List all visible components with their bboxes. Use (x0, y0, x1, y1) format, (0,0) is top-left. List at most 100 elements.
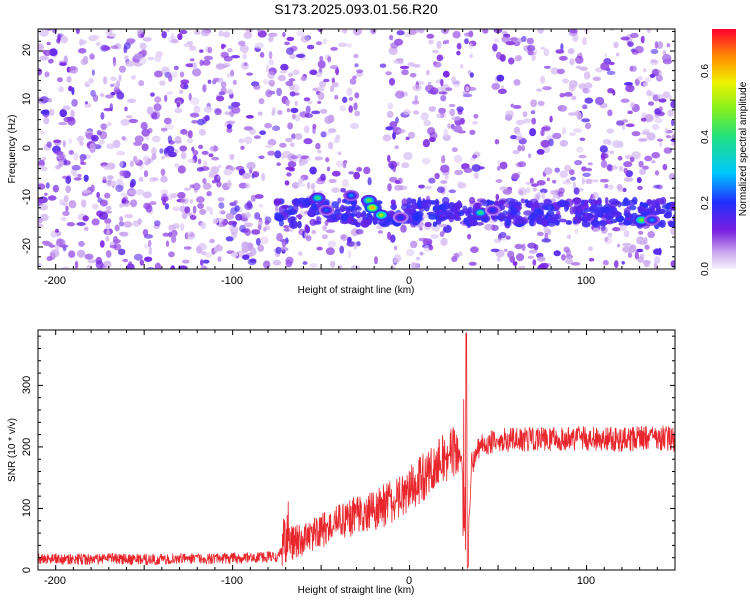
heatmap-cell (164, 203, 170, 210)
heatmap-cell (316, 41, 322, 46)
heatmap-cell (574, 160, 583, 166)
heatmap-cell (628, 245, 637, 253)
heatmap-cell (209, 238, 215, 244)
heatmap-cell (279, 142, 287, 148)
colorbar-tick-label: 0.4 (700, 130, 711, 144)
heatmap-cell (327, 56, 332, 63)
heatmap-cell (298, 251, 303, 256)
heatmap-cell (286, 36, 295, 42)
heatmap-cell (137, 218, 142, 225)
heatmap-cell (316, 246, 323, 251)
heatmap-cell (543, 65, 551, 69)
heatmap-cell (168, 74, 173, 82)
heatmap-cell (117, 248, 126, 256)
heatmap-cell (491, 82, 501, 90)
heatmap-cell (412, 110, 420, 115)
heatmap-cell (198, 144, 204, 150)
heatmap-cell (528, 249, 538, 254)
heatmap-cell (330, 85, 335, 93)
heatmap-cell (218, 30, 224, 37)
heatmap-cell (119, 203, 123, 208)
heatmap-cell (529, 218, 535, 227)
heatmap-cell (39, 96, 49, 104)
heatmap-cell (436, 113, 443, 119)
heatmap-cell (410, 240, 418, 249)
heatmap-cell (611, 210, 621, 218)
heatmap-cell (154, 70, 163, 78)
heatmap-cell (581, 118, 590, 123)
heatmap-cell (430, 234, 439, 239)
heatmap-cell (80, 161, 87, 166)
heatmap-cell (559, 92, 565, 98)
heatmap-cell (382, 134, 392, 142)
snr-xtick-label: 0 (406, 575, 412, 587)
heatmap-cell (53, 139, 62, 143)
heatmap-cell (303, 97, 311, 102)
heatmap-cell (353, 102, 358, 111)
heatmap-cell (300, 35, 311, 43)
heatmap-cell (197, 203, 205, 209)
heatmap-cell (527, 242, 537, 249)
heatmap-cell (437, 186, 445, 193)
heatmap-cell (390, 203, 398, 210)
heatmap-cell (59, 153, 66, 161)
heatmap-cell (348, 171, 355, 175)
heatmap-cell (309, 69, 318, 76)
heatmap-cell (133, 253, 143, 261)
heatmap-cell (141, 128, 150, 137)
heatmap-cell (68, 250, 76, 258)
heatmap-cell (520, 198, 526, 204)
heatmap-cell (456, 106, 464, 112)
heatmap-cell (83, 174, 89, 182)
heatmap-cell (396, 30, 405, 36)
heatmap-cell (627, 110, 633, 115)
heatmap-cell (632, 196, 638, 204)
heatmap-cell (187, 158, 196, 163)
heatmap-cell (80, 58, 89, 66)
snr-xtick-label: -100 (221, 575, 243, 587)
heatmap-cell (570, 176, 576, 181)
heatmap-cell (522, 111, 528, 118)
heatmap-cell (540, 75, 546, 84)
heatmap-cell (160, 189, 169, 195)
heatmap-cell (576, 146, 584, 153)
heatmap-cell (670, 260, 675, 268)
heatmap-cell (239, 224, 247, 233)
heatmap-cell (325, 157, 330, 163)
heatmap-cell (220, 87, 227, 95)
heatmap-cell (84, 83, 91, 88)
heatmap-cell (78, 48, 87, 54)
heatmap-cell (243, 126, 253, 131)
heatmap-cell (651, 199, 657, 208)
heatmap-cell (165, 240, 170, 247)
heatmap-cell (316, 216, 322, 224)
heatmap-hotspot (366, 199, 371, 202)
heatmap-cell (510, 103, 515, 108)
heatmap-cell (395, 90, 405, 99)
heatmap-cell (87, 259, 97, 264)
heatmap-cell (99, 199, 108, 207)
heatmap-cell (380, 221, 391, 228)
heatmap-cell (257, 244, 265, 252)
heatmap-cell (231, 101, 241, 108)
heatmap-cell (253, 135, 261, 140)
heatmap-cell (426, 69, 430, 76)
heatmap-cell (650, 59, 658, 63)
heatmap-cell (621, 119, 629, 123)
heatmap-cell (629, 65, 634, 72)
heatmap-cell (48, 48, 58, 56)
heatmap-cell (292, 69, 300, 76)
heatmap-cell (444, 175, 449, 180)
heatmap-cell (518, 265, 526, 269)
heatmap-cell (265, 144, 273, 149)
heatmap-cell (238, 182, 248, 189)
heatmap-cell (462, 93, 473, 98)
heatmap-cell (243, 31, 253, 39)
heatmap-cell (259, 52, 265, 58)
heatmap-cell (386, 110, 394, 118)
heatmap-cell (668, 95, 673, 101)
heatmap-cell (188, 130, 193, 139)
heatmap-cell (542, 86, 552, 91)
heatmap-cell (636, 248, 644, 253)
